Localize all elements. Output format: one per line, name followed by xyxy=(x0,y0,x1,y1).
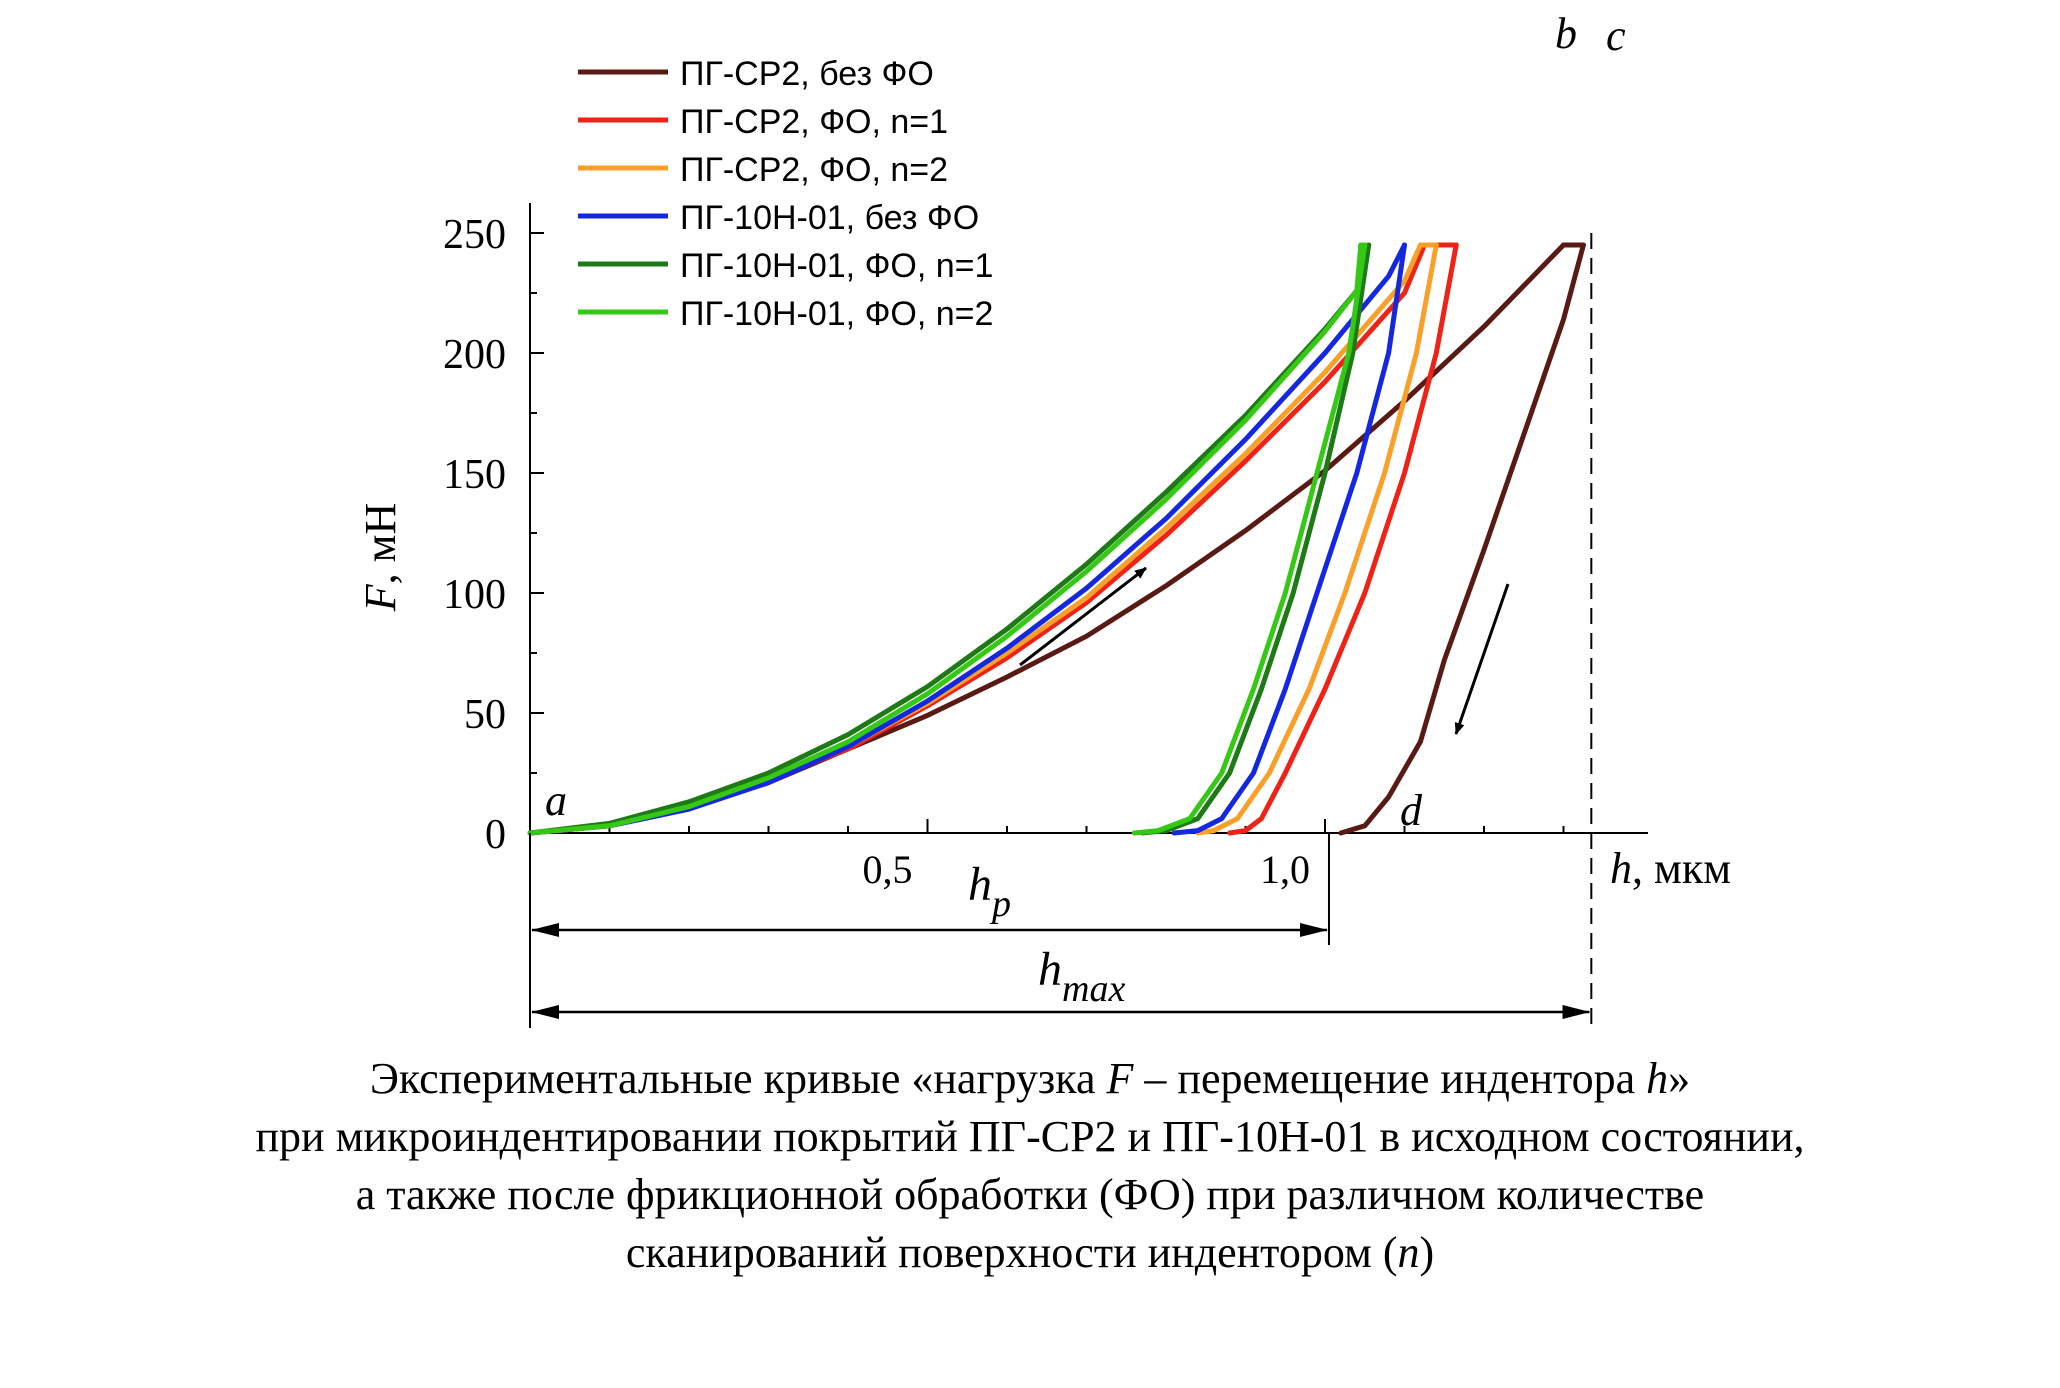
legend: ПГ-СР2, без ФО ПГ-СР2, ФО, n=1 ПГ-СР2, ФО,… xyxy=(578,55,993,333)
y-tick-label: 200 xyxy=(443,332,506,378)
caption-text: – перемещение индентора xyxy=(1133,1054,1647,1103)
axes: 0 50 100 150 200 250 0,5 1,0 F, мН h, мкм xyxy=(356,203,1731,893)
caption-var-f: F xyxy=(1106,1054,1134,1103)
series-2 xyxy=(527,242,1459,836)
point-label-c: c xyxy=(1606,11,1626,60)
caption-text: Экспериментальные кривые «нагрузка xyxy=(369,1054,1107,1103)
caption-text: » xyxy=(1668,1054,1691,1103)
caption-text: ) xyxy=(1419,1228,1435,1277)
y-tick-label: 150 xyxy=(443,452,506,498)
hp-label: hp xyxy=(968,858,1011,925)
x-tick-label: 1,0 xyxy=(1260,847,1310,892)
loading-direction-arrow xyxy=(1019,566,1147,667)
series-6-loading-line xyxy=(527,242,1364,836)
legend-label-6: ПГ-10Н-01, ФО, n=2 xyxy=(680,295,993,333)
legend-label-1: ПГ-СР2, без ФО xyxy=(680,55,934,93)
series-4 xyxy=(527,242,1407,836)
series-1-unloading-line xyxy=(1338,242,1586,836)
series-5-unloading-line xyxy=(1139,242,1372,836)
hp-label-sub: p xyxy=(989,883,1011,925)
series-3-unloading-line xyxy=(1195,242,1439,836)
y-axis-var: F xyxy=(356,583,405,612)
legend-label-3: ПГ-СР2, ФО, n=2 xyxy=(680,151,948,189)
caption-var-h: h xyxy=(1646,1054,1669,1103)
caption-line-2: при микроиндентировании покрытий ПГ-СР2 … xyxy=(255,1112,1805,1161)
caption-line-3: а также после фрикционной обработки (ФО)… xyxy=(355,1170,1705,1219)
caption-var-n: n xyxy=(1397,1228,1420,1277)
series-6-unloading-line xyxy=(1131,242,1368,836)
caption-line-4: сканирований поверхности индентором (n) xyxy=(0,1224,2060,1282)
y-axis-unit: , мН xyxy=(356,503,405,585)
hp-label-var: h xyxy=(968,858,992,911)
point-label-d: d xyxy=(1400,786,1423,835)
legend-label-5: ПГ-10Н-01, ФО, n=1 xyxy=(680,247,993,285)
y-tick-label: 250 xyxy=(443,212,506,258)
series-4-loading-line xyxy=(527,242,1407,836)
series-2-unloading-line xyxy=(1227,242,1459,836)
y-tick-label: 50 xyxy=(464,692,506,738)
x-axis-label: h, мкм xyxy=(1610,844,1731,893)
series-6 xyxy=(527,242,1368,836)
unloading-direction-arrow xyxy=(1454,583,1510,735)
series-3-loading-line xyxy=(527,242,1423,836)
hmax-label-var: h xyxy=(1038,943,1062,996)
legend-label-2: ПГ-СР2, ФО, n=1 xyxy=(680,103,948,141)
series-4-unloading-line xyxy=(1171,242,1407,836)
figure-caption: Экспериментальные кривые «нагрузка F – п… xyxy=(0,1050,2060,1282)
y-tick-label: 100 xyxy=(443,572,506,618)
series-5 xyxy=(527,242,1372,836)
series-1-loading-line xyxy=(527,242,1566,836)
y-axis-label: F, мН xyxy=(356,503,405,613)
hmax-label-sub: max xyxy=(1062,968,1125,1010)
x-axis-unit: , мкм xyxy=(1632,844,1731,893)
x-tick-label: 0,5 xyxy=(863,847,913,892)
x-axis-var: h xyxy=(1610,844,1632,893)
y-tick-label: 0 xyxy=(485,812,506,858)
point-label-a: a xyxy=(545,776,567,825)
caption-text: сканирований поверхности индентором ( xyxy=(625,1228,1398,1277)
point-label-b: b xyxy=(1555,9,1577,58)
curves xyxy=(527,242,1586,836)
caption-line-1: Экспериментальные кривые «нагрузка F – п… xyxy=(0,1050,2060,1108)
hmax-label: hmax xyxy=(1038,943,1125,1010)
series-2-loading-line xyxy=(527,242,1427,836)
legend-label-4: ПГ-10Н-01, без ФО xyxy=(680,199,979,237)
series-1 xyxy=(527,242,1586,836)
